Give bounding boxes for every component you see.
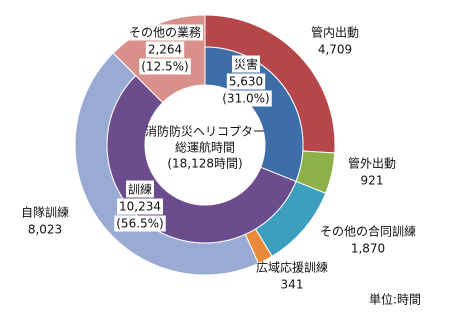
- outer-label: 自隊訓練: [21, 205, 69, 220]
- label-bg: [117, 198, 163, 215]
- inner-label: 訓練: [128, 182, 152, 197]
- outer-value: 1,870: [351, 242, 385, 256]
- label-bg: [139, 58, 191, 75]
- inner-share: (31.0%): [222, 92, 269, 106]
- inner-label: その他の業務: [129, 26, 201, 40]
- unit-label: 単位:時間: [369, 292, 421, 307]
- outer-label: その他の合同訓練: [320, 224, 416, 239]
- outer-value: 921: [361, 174, 384, 188]
- inner-share: (12.5%): [141, 60, 188, 74]
- inner-value: 5,630: [229, 75, 263, 89]
- outer-label: 管内出動: [311, 25, 359, 40]
- outer-label: 広域応援訓練: [256, 260, 328, 275]
- outer-value: 8,023: [28, 223, 62, 237]
- label-bg: [231, 55, 261, 73]
- inner-label: 災害: [234, 57, 258, 72]
- center-total: (18,128時間): [167, 157, 242, 171]
- inner-value: 10,234: [119, 200, 161, 214]
- label-bg: [145, 41, 185, 58]
- outer-value: 4,709: [318, 43, 352, 57]
- label-bg: [220, 90, 272, 107]
- label-bg: [126, 24, 204, 41]
- outer-label: 管外出動: [348, 156, 396, 171]
- center-title: 消防防災ヘリコプター: [145, 124, 265, 139]
- label-bg: [114, 215, 166, 232]
- outer-value: 341: [281, 278, 304, 292]
- label-bg: [226, 73, 266, 90]
- inner-value: 2,264: [148, 43, 182, 57]
- center-title: 総運航時間: [175, 140, 235, 155]
- inner-share: (56.5%): [116, 217, 163, 231]
- label-bg: [125, 180, 155, 198]
